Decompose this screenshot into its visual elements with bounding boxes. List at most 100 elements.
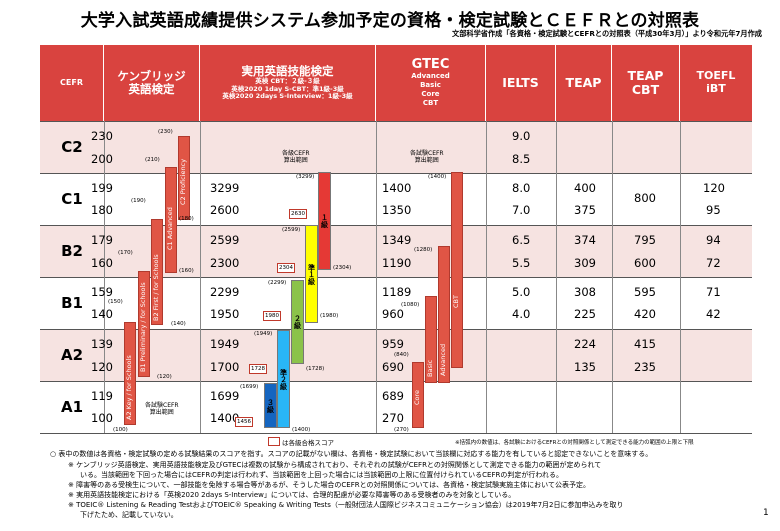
eiken-grade-2-label: ２級: [293, 315, 302, 329]
eiken-grade-3-label: ３級: [266, 398, 275, 413]
cambridge-mark: (150): [108, 299, 123, 305]
gtec-bar-advanced: [438, 246, 450, 383]
eiken-pass-score: 2630: [289, 209, 307, 219]
cambridge-mark: (230): [158, 129, 173, 135]
teapcbt-score: 235: [634, 360, 656, 374]
ielts-score: 8.5: [512, 152, 531, 166]
col-divider: [200, 121, 201, 433]
gtec-score: 270: [382, 411, 404, 425]
footnote: ○ 表中の数値は各資格・検定試験の定める試験結果のスコアを指す。スコアの記載がな…: [50, 450, 653, 458]
header-teap: TEAP: [556, 45, 612, 121]
teap-score: 225: [574, 307, 596, 321]
cambridge-mark: (120): [157, 374, 172, 380]
eiken-grade-2-bar: ２級: [291, 280, 304, 364]
cambridge-score: 179: [91, 233, 113, 247]
cambridge-bar-a2key: [124, 322, 136, 425]
gtec-score: 1400: [382, 181, 412, 195]
row-divider: [40, 329, 752, 330]
footnote: ※ 障害等のある受検生について、一部技能を免除する場合等があるが、そうした場合の…: [68, 481, 590, 489]
eiken-pass-score: 1980: [263, 311, 281, 321]
toefl-score: 94: [706, 233, 721, 247]
eiken-score: 2300: [210, 256, 240, 270]
gtec-mark: (1400): [428, 174, 447, 180]
teapcbt-score: 595: [634, 285, 656, 299]
cefr-label-c1: C1: [61, 190, 83, 208]
cambridge-score: 100: [91, 411, 113, 425]
row-divider: [40, 225, 752, 226]
row-divider: [40, 277, 752, 278]
gtec-exam-label: Core: [413, 389, 421, 405]
ielts-score: 9.0: [512, 129, 531, 143]
cambridge-mark: (180): [179, 216, 194, 222]
toefl-score: 95: [706, 203, 721, 217]
row-divider: [40, 173, 752, 174]
cambridge-score: 139: [91, 337, 113, 351]
cambridge-score: 160: [91, 256, 113, 270]
teap-score: 135: [574, 360, 596, 374]
ielts-score: 5.0: [512, 285, 531, 299]
cambridge-score: 230: [91, 129, 113, 143]
toefl-score: 42: [706, 307, 721, 321]
toefl-score: 71: [706, 285, 721, 299]
cambridge-mark: (100): [113, 427, 128, 433]
col-divider: [556, 121, 557, 433]
eiken-score: 2299: [210, 285, 240, 299]
header-gtec-sub: Advanced Basic Core CBT: [411, 72, 450, 108]
cambridge-exam-label: B2 First / for Schools: [152, 254, 160, 321]
cambridge-mark: (160): [179, 268, 194, 274]
eiken-pass-score: 1456: [235, 417, 253, 427]
ielts-score: 4.0: [512, 307, 531, 321]
gtec-mark: (1080): [401, 302, 420, 308]
cambridge-score: 199: [91, 181, 113, 195]
teap-score: 375: [574, 203, 596, 217]
footnote: ※ 実用英語技能検定における「英検2020 2days S-Interview」…: [68, 491, 516, 499]
header-teapcbt: TEAP CBT: [612, 45, 680, 121]
cambridge-score: 180: [91, 203, 113, 217]
footnote: 下げたため、記載していない。: [80, 511, 178, 519]
gtec-exam-label: CBT: [452, 295, 460, 308]
eiken-score: 1700: [210, 360, 240, 374]
header-cefr-label: CEFR: [60, 78, 83, 88]
gtec-exam-label: Basic: [426, 359, 434, 377]
legend-pass-label: は各級合格スコア: [282, 439, 334, 447]
teapcbt-score: 420: [634, 307, 656, 321]
gtec-mark: (840): [394, 352, 409, 358]
gtec-exam-label: Advanced: [439, 343, 447, 376]
header-cambridge-label: ケンブリッジ 英語検定: [117, 68, 186, 96]
cambridge-bar-b1: [138, 271, 150, 377]
eiken-mark: (1949): [254, 331, 273, 337]
gtec-score: 959: [382, 337, 404, 351]
legend-pass-swatch: [268, 437, 280, 446]
ielts-score: 8.0: [512, 181, 531, 195]
header-teap-label: TEAP: [565, 74, 602, 90]
gtec-range-note: 各試験CEFR 算出範囲: [410, 150, 444, 164]
cambridge-exam-label: C1 Advanced: [166, 207, 174, 250]
row-band-c2: [40, 121, 752, 173]
eiken-score: 1949: [210, 337, 240, 351]
eiken-mark: (1980): [320, 313, 339, 319]
teap-score: 400: [574, 181, 596, 195]
eiken-mark: (1699): [240, 384, 259, 390]
teapcbt-score: 600: [634, 256, 656, 270]
cambridge-mark: (140): [171, 321, 186, 327]
eiken-mark: (1400): [292, 427, 311, 433]
gtec-score: 1350: [382, 203, 412, 217]
eiken-pass-score: 1728: [249, 364, 267, 374]
header-gtec: GTEC Advanced Basic Core CBT: [376, 45, 486, 121]
eiken-score: 1400: [210, 411, 240, 425]
eiken-mark: (1728): [306, 366, 325, 372]
cambridge-exam-label: C2 Proficiency: [179, 158, 187, 205]
header-teapcbt-label: TEAP CBT: [627, 67, 664, 97]
eiken-score: 1699: [210, 389, 240, 403]
teapcbt-score: 800: [634, 191, 656, 205]
header-cefr: CEFR: [40, 45, 104, 121]
eiken-grade-1-label: １級: [320, 214, 329, 228]
cefr-label-a1: A1: [60, 398, 84, 416]
eiken-score: 3299: [210, 181, 240, 195]
header-eiken: 実用英語技能検定 英検 CBT：２級-３級 英検2020 1day S-CBT：…: [200, 45, 376, 121]
gtec-mark: (270): [394, 427, 409, 433]
cambridge-score: 119: [91, 389, 113, 403]
cefr-label-b2: B2: [61, 242, 83, 260]
row-band-a1: [40, 381, 752, 433]
gtec-score: 689: [382, 389, 404, 403]
